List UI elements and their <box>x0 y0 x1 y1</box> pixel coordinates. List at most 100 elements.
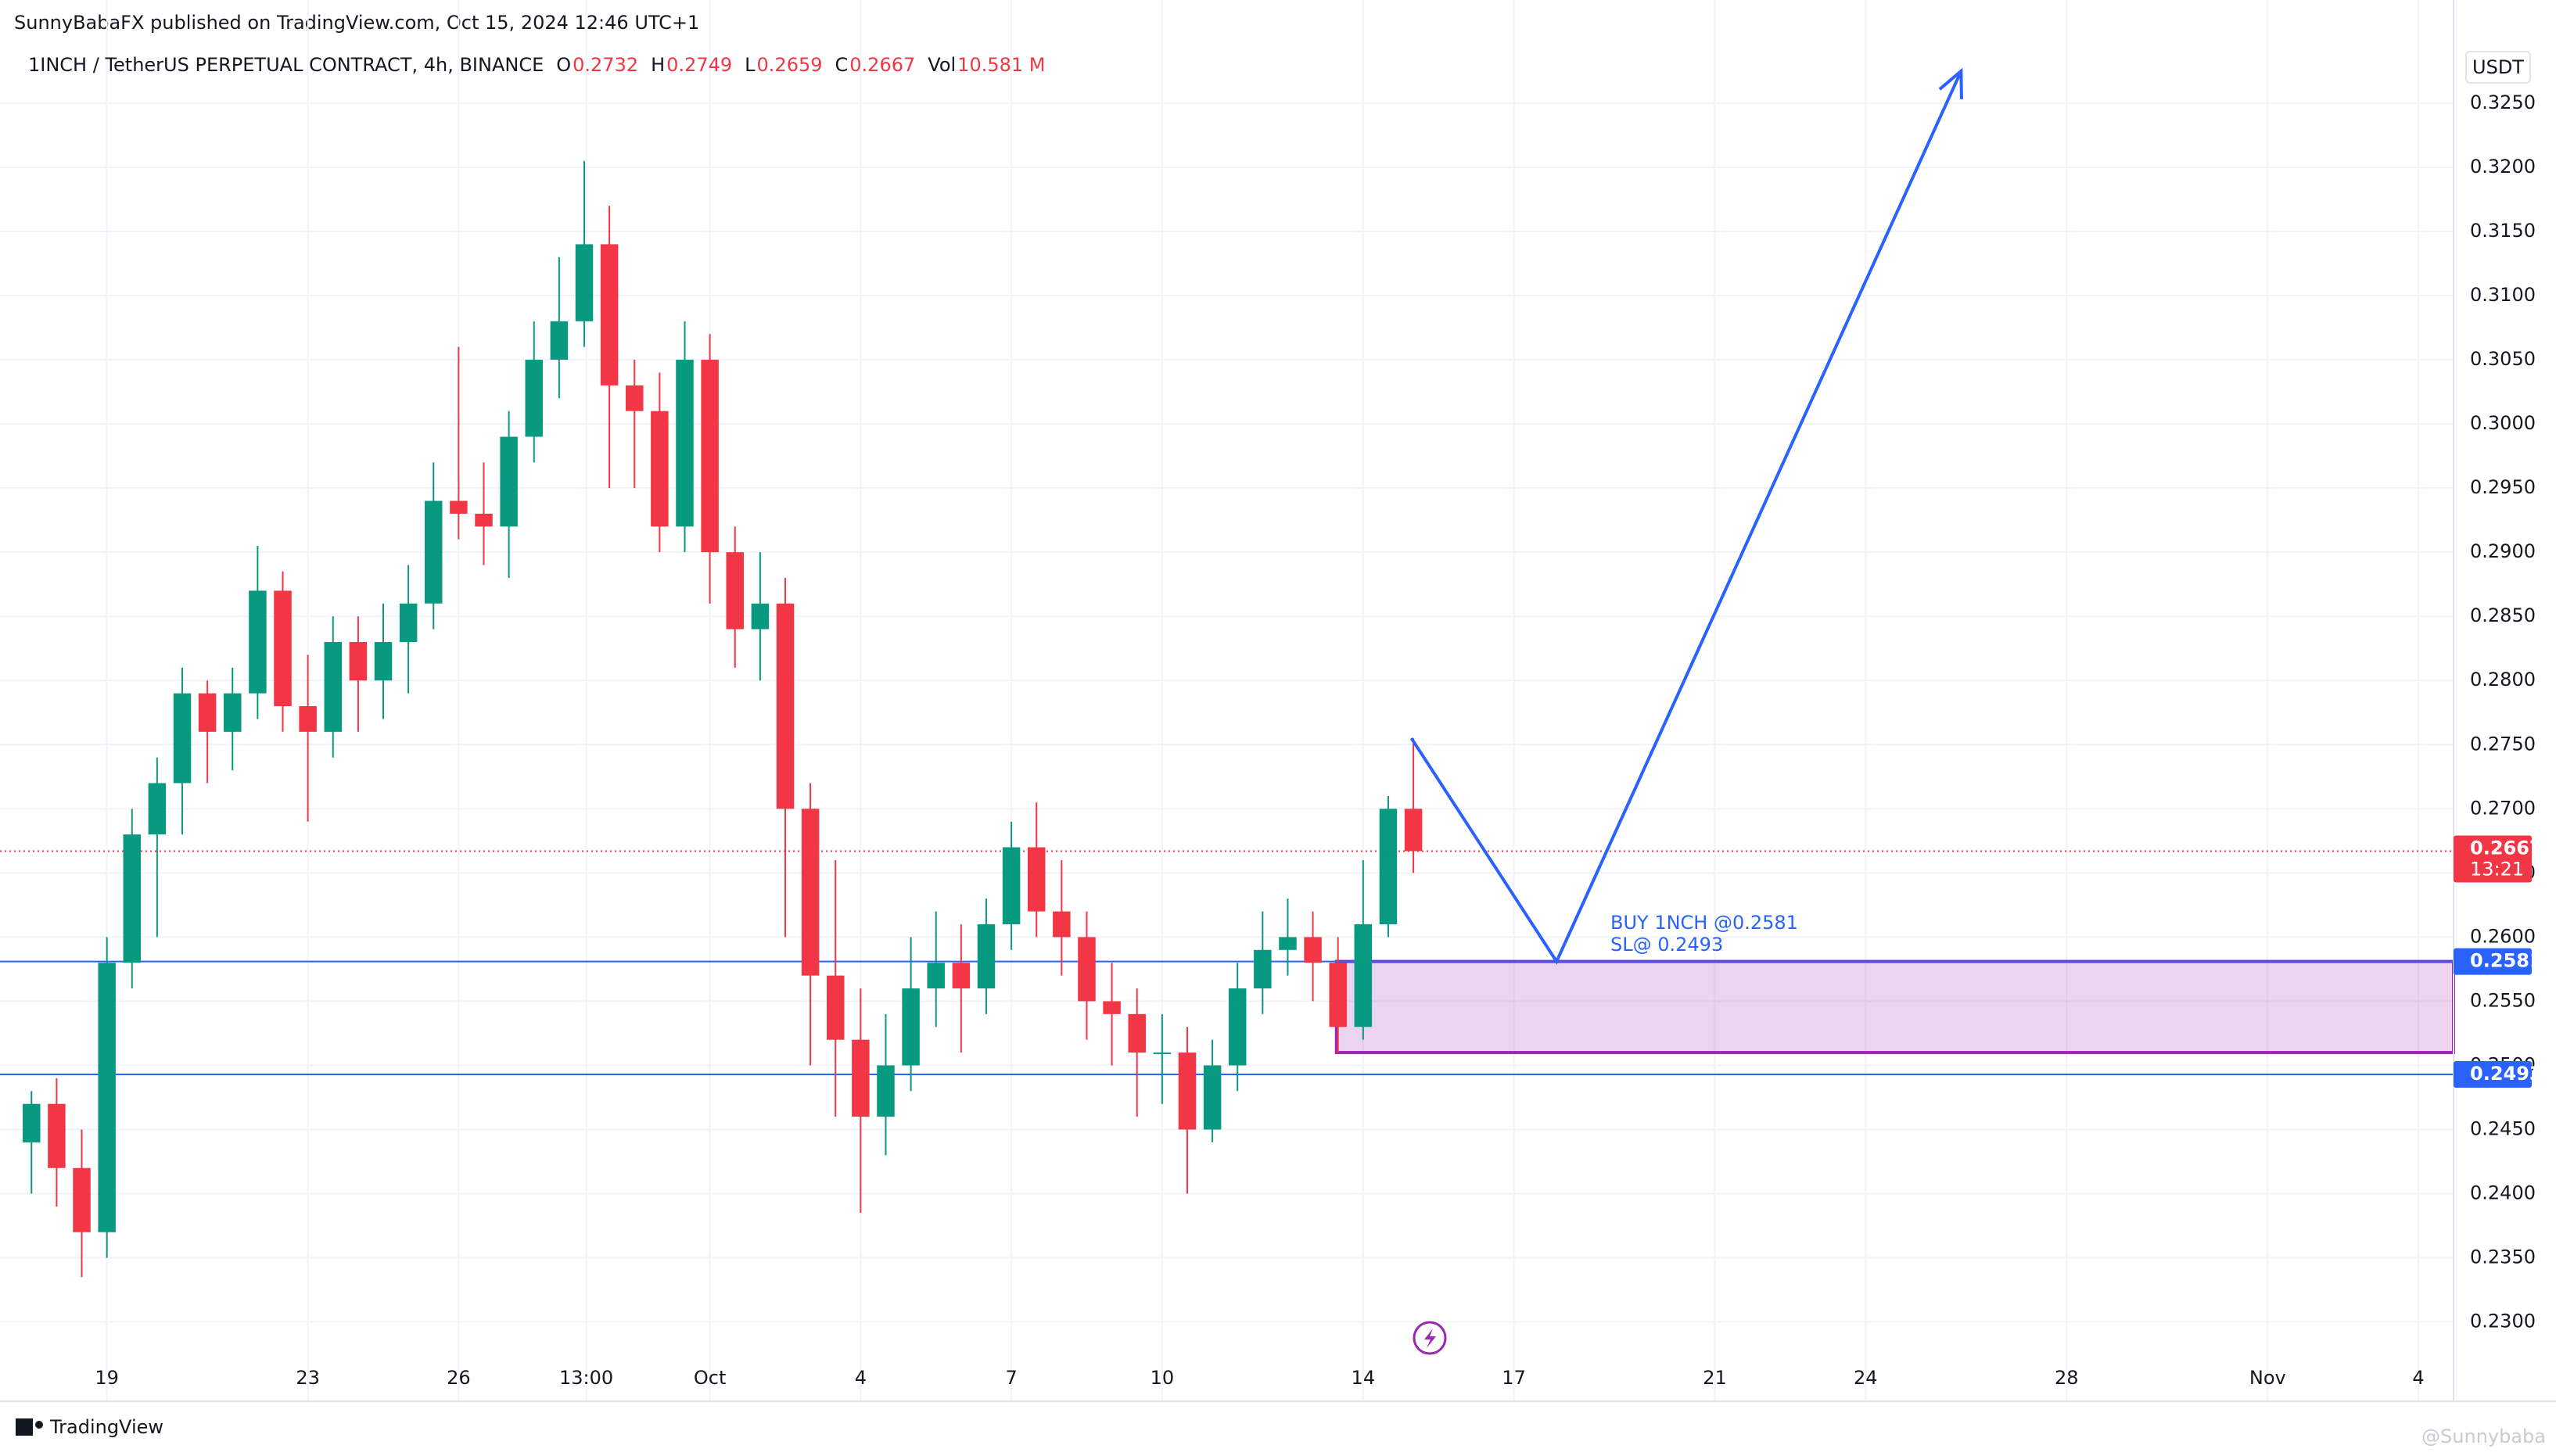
legend-item: H <box>651 54 665 76</box>
candle-body <box>23 1103 41 1142</box>
y-tick-label: 0.2900 <box>2470 540 2536 562</box>
legend-item: O <box>556 54 571 76</box>
arrow-head <box>1938 67 1963 99</box>
x-tick-label: 14 <box>1352 1367 1376 1389</box>
x-tick-label: 19 <box>95 1367 119 1389</box>
buy-zone <box>1334 959 2455 1055</box>
candle-body <box>450 500 468 514</box>
y-tick-label: 0.2850 <box>2470 604 2536 626</box>
candle-body <box>123 834 142 963</box>
symbol-title: 1INCH / TetherUS PERPETUAL CONTRACT, 4h,… <box>28 54 544 76</box>
y-tick-label: 0.2350 <box>2470 1246 2536 1268</box>
candle-body <box>826 975 845 1040</box>
candle-body <box>48 1103 66 1168</box>
x-tick-label: Oct <box>694 1367 727 1389</box>
level-tag <box>2454 1060 2532 1088</box>
candle-body <box>374 642 393 681</box>
y-tick-label: 0.2450 <box>2470 1118 2536 1140</box>
candle-body <box>324 642 343 732</box>
legend-item: 0.2732 <box>573 54 638 76</box>
x-tick-label: Nov <box>2249 1367 2286 1389</box>
candle-body <box>173 693 192 784</box>
annotation: SL@ 0.2493 <box>1610 934 1723 956</box>
annotation: BUY 1NCH @0.2581 <box>1610 912 1798 934</box>
candle-body <box>1078 937 1096 1002</box>
candle-body <box>1203 1065 1222 1130</box>
y-tick-label: 0.2400 <box>2470 1182 2536 1204</box>
candle-body <box>1027 847 1046 912</box>
x-tick-label: 7 <box>1005 1367 1017 1389</box>
x-tick-label: 17 <box>1502 1367 1526 1389</box>
candle-body <box>249 590 267 694</box>
x-tick-label: 24 <box>1854 1367 1878 1389</box>
candle-body <box>299 706 317 732</box>
candle-body <box>274 590 292 707</box>
y-tick-label: 0.2300 <box>2470 1311 2536 1332</box>
candle-body <box>73 1167 91 1232</box>
y-tick-label: 0.3200 <box>2470 156 2536 178</box>
y-tick-label: 0.2550 <box>2470 989 2536 1011</box>
candle-body <box>98 963 116 1232</box>
candle-body <box>425 500 443 604</box>
candle-body <box>626 385 644 411</box>
x-tick-label: 21 <box>1703 1367 1727 1389</box>
candle-body <box>349 642 368 681</box>
legend-item: Vol <box>928 54 956 76</box>
legend-item: 0.2667 <box>849 54 915 76</box>
level-tag <box>2454 948 2532 975</box>
candle-body <box>399 603 418 643</box>
legend-item: L <box>745 54 756 76</box>
candle-body <box>977 923 996 989</box>
level-label: 0.2493 <box>2470 1063 2543 1085</box>
watermark: @Sunnybaba <box>2421 1426 2546 1447</box>
y-tick-label: 0.2600 <box>2470 925 2536 947</box>
candle-body <box>575 244 594 321</box>
y-tick-label: 0.3150 <box>2470 220 2536 242</box>
candle-body <box>902 988 920 1066</box>
brand: TradingView <box>49 1416 163 1438</box>
x-tick-label: 4 <box>855 1367 867 1389</box>
y-tick-label: 0.3250 <box>2470 91 2536 113</box>
countdown: 13:21 <box>2470 858 2524 880</box>
candle-body <box>600 244 619 386</box>
legend-item: 10.581 M <box>957 54 1045 76</box>
candle-body <box>1254 949 1272 989</box>
candle-body <box>550 321 569 360</box>
candle-body <box>1103 1001 1121 1014</box>
legend-item: 0.2659 <box>757 54 823 76</box>
candle-body <box>1279 937 1297 950</box>
candle-body <box>1379 809 1398 924</box>
candle-body <box>877 1065 895 1117</box>
legend: 1INCH / TetherUS PERPETUAL CONTRACT, 4h,… <box>28 54 1045 76</box>
candle-body <box>801 809 820 976</box>
currency-button[interactable] <box>2465 51 2531 84</box>
x-tick-label: 4 <box>2412 1367 2424 1389</box>
candle-body <box>1354 923 1373 1027</box>
y-tick-label: 0.2700 <box>2470 797 2536 819</box>
y-tick-label: 0.2800 <box>2470 669 2536 690</box>
projection-path <box>1409 70 1963 965</box>
y-tick-label: 0.3000 <box>2470 412 2536 434</box>
candle-body <box>1153 1053 1172 1055</box>
candle-body <box>1178 1053 1197 1130</box>
x-tick-label: 28 <box>2055 1367 2079 1389</box>
legend-item: 0.2749 <box>666 54 732 76</box>
candle-body <box>224 693 242 732</box>
candle-body <box>148 783 167 835</box>
legend-item: C <box>835 54 849 76</box>
candle-body <box>927 963 945 989</box>
y-tick-label: 0.2750 <box>2470 733 2536 755</box>
candle-body <box>500 436 518 527</box>
candle-body <box>1128 1013 1146 1053</box>
candle-body <box>1002 847 1021 924</box>
level-label: 0.2581 <box>2470 950 2543 972</box>
candle-body <box>751 603 770 629</box>
publish-header: SunnyBabaFX published on TradingView.com… <box>14 12 699 34</box>
candle-body <box>1228 988 1247 1066</box>
x-tick-label: 10 <box>1151 1367 1175 1389</box>
event-bolt <box>1424 1329 1436 1348</box>
y-tick-label: 0.2950 <box>2470 476 2536 498</box>
candle-body <box>1404 809 1423 852</box>
currency[interactable]: USDT <box>2472 56 2524 78</box>
